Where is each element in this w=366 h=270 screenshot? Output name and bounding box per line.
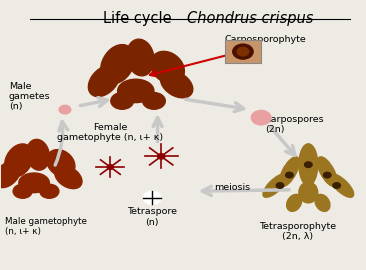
Ellipse shape <box>280 157 299 186</box>
FancyBboxPatch shape <box>225 40 261 63</box>
Ellipse shape <box>5 144 33 177</box>
Text: Chondrus crispus: Chondrus crispus <box>187 11 313 26</box>
Text: meiosis: meiosis <box>214 183 250 192</box>
Ellipse shape <box>317 157 337 186</box>
Ellipse shape <box>151 51 184 84</box>
Ellipse shape <box>0 161 20 188</box>
Ellipse shape <box>263 174 288 197</box>
Circle shape <box>158 154 165 159</box>
Ellipse shape <box>26 139 49 170</box>
Ellipse shape <box>287 194 302 211</box>
Circle shape <box>237 47 249 56</box>
Circle shape <box>143 191 161 204</box>
Ellipse shape <box>40 184 59 198</box>
Circle shape <box>107 165 113 169</box>
Text: Carpospores
(2n): Carpospores (2n) <box>265 115 324 134</box>
Text: Tetrasporophyte
(2n, λ): Tetrasporophyte (2n, λ) <box>259 222 336 241</box>
Circle shape <box>233 44 253 59</box>
Text: Carposporophyte
(2n): Carposporophyte (2n) <box>225 35 306 54</box>
Ellipse shape <box>315 194 330 211</box>
Circle shape <box>276 183 284 188</box>
Ellipse shape <box>299 182 318 203</box>
Ellipse shape <box>127 39 154 76</box>
Ellipse shape <box>13 184 32 198</box>
Ellipse shape <box>117 79 154 103</box>
Ellipse shape <box>46 150 75 177</box>
Circle shape <box>324 172 331 178</box>
Ellipse shape <box>111 93 134 109</box>
Circle shape <box>305 162 312 167</box>
Circle shape <box>251 110 271 125</box>
Circle shape <box>333 183 340 188</box>
Text: Tetraspore
(n): Tetraspore (n) <box>127 207 177 227</box>
Ellipse shape <box>299 144 318 185</box>
Text: Life cycle: Life cycle <box>103 11 176 26</box>
Ellipse shape <box>329 174 354 197</box>
Text: Male gametophyte
(n, ι+ κ): Male gametophyte (n, ι+ κ) <box>5 217 87 236</box>
Ellipse shape <box>88 65 120 97</box>
Ellipse shape <box>101 45 135 84</box>
Ellipse shape <box>160 71 193 98</box>
Text: Male
gametes
(n): Male gametes (n) <box>9 82 50 111</box>
Text: Female
gametophyte (n, ι+ κ): Female gametophyte (n, ι+ κ) <box>57 123 163 142</box>
Ellipse shape <box>19 173 49 193</box>
Circle shape <box>59 105 71 114</box>
Ellipse shape <box>143 93 165 109</box>
Ellipse shape <box>55 166 82 189</box>
Circle shape <box>285 172 293 178</box>
